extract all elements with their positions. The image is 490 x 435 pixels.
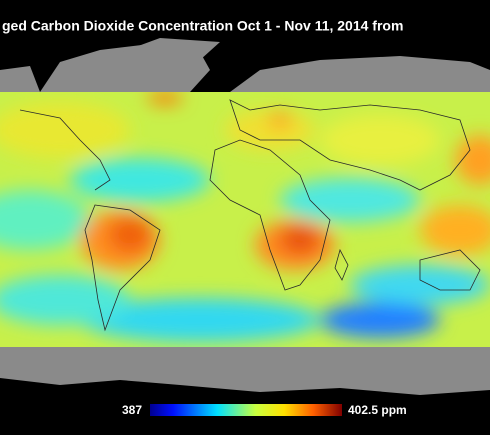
- coastlines: [19, 99, 481, 332]
- colorbar-max-label: 402.5 ppm: [348, 403, 407, 417]
- map-title: ged Carbon Dioxide Concentration Oct 1 -…: [2, 18, 403, 34]
- southern-land: [0, 347, 490, 395]
- colorbar-min-label: 387: [122, 403, 142, 417]
- colorbar: [150, 404, 342, 416]
- co2-field: [0, 92, 490, 347]
- northern-land: [0, 38, 490, 92]
